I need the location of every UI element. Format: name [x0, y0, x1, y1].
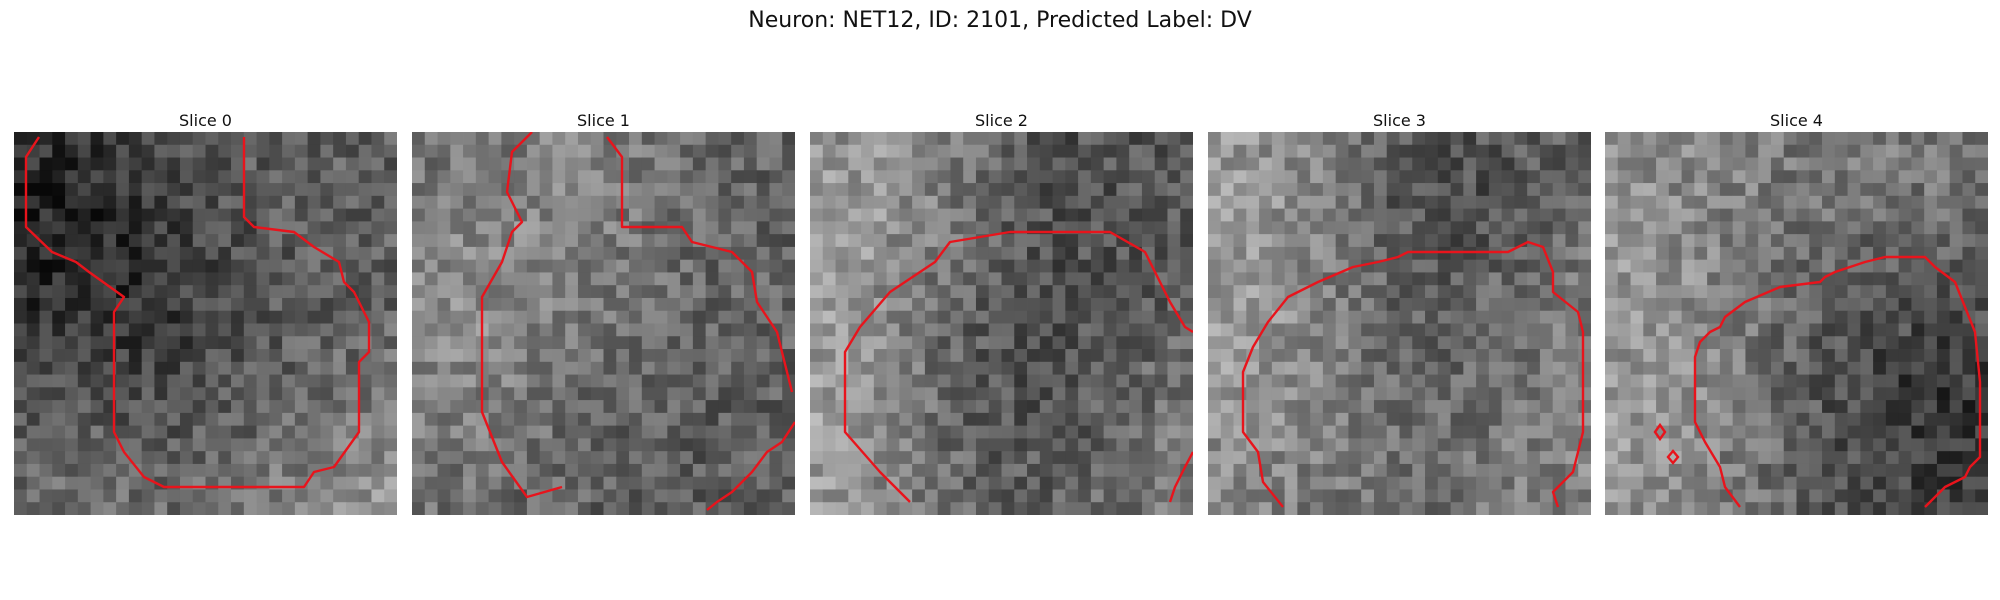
segmentation-contour [606, 136, 794, 393]
slice-image [1208, 132, 1591, 515]
slice-title: Slice 4 [1770, 111, 1823, 130]
slice-image [1605, 132, 1988, 515]
segmentation-contour [1693, 255, 1982, 508]
segmentation-contour [706, 421, 795, 511]
segmentation-contour [480, 132, 563, 499]
contour-marker [1666, 449, 1680, 465]
slice-panel-3: Slice 3 [1208, 110, 1591, 515]
slice-panel-4: Slice 4 [1605, 110, 1988, 515]
slice-panel-0: Slice 0 [14, 110, 397, 515]
contour-marker [1653, 422, 1667, 442]
slice-title: Slice 3 [1373, 111, 1426, 130]
figure-title: Neuron: NET12, ID: 2101, Predicted Label… [748, 8, 1252, 33]
segmentation-contour [24, 136, 371, 489]
slice-panel-2: Slice 2 [810, 110, 1193, 515]
slice-title: Slice 1 [577, 111, 630, 130]
slice-title: Slice 0 [179, 111, 232, 130]
slice-image [14, 132, 397, 515]
slice-image [412, 132, 795, 515]
segmentation-contour [1168, 451, 1193, 503]
segmentation-contour [1241, 240, 1585, 508]
slice-title: Slice 2 [975, 111, 1028, 130]
segmentation-contour [843, 230, 1193, 503]
slice-panel-1: Slice 1 [412, 110, 795, 515]
slice-image [810, 132, 1193, 515]
